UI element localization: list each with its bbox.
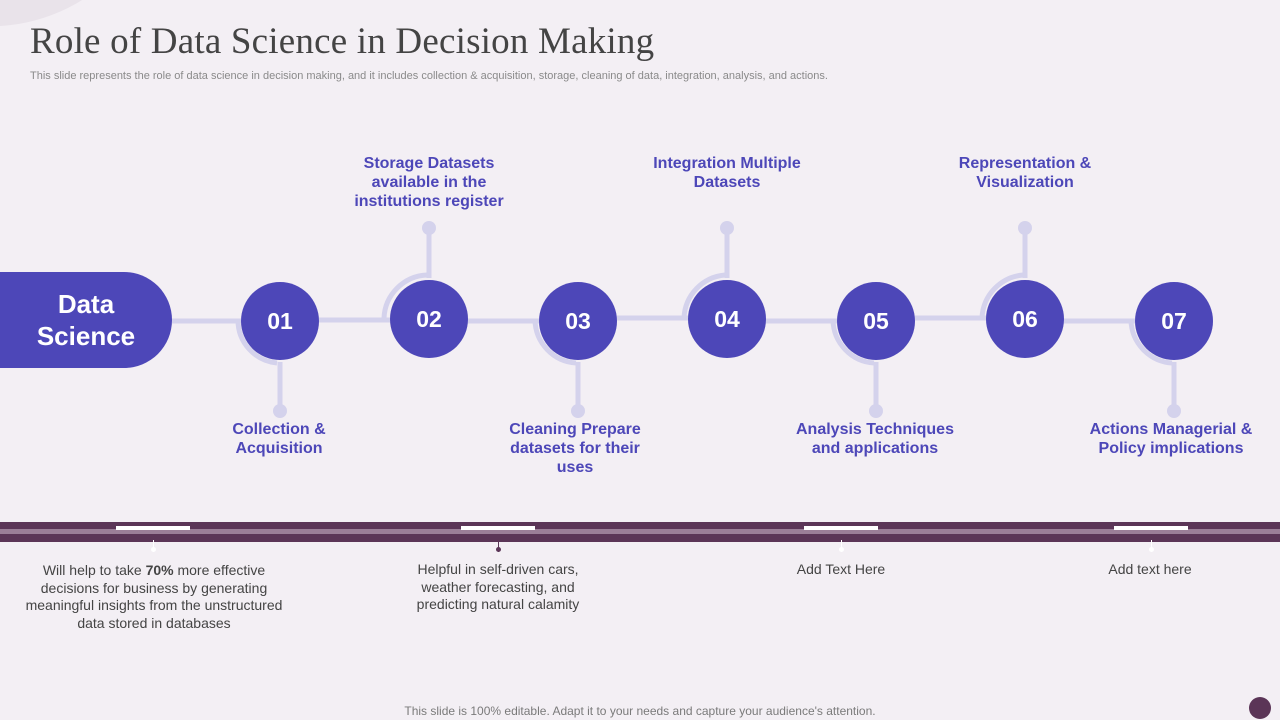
note-3: Add Text Here	[796, 561, 886, 577]
note-1-highlight: 70%	[145, 562, 174, 578]
band-stem-1	[153, 540, 154, 552]
slide-subtitle: This slide represents the role of data s…	[30, 70, 828, 82]
corner-dot	[1249, 697, 1271, 719]
step-label-01: Collection & Acquisition	[232, 421, 326, 457]
band-dot-1	[151, 547, 156, 552]
band-stem-2	[498, 540, 499, 552]
note-1-text-end: more effective decisions for business by…	[25, 562, 283, 631]
step-label-03: Cleaning Prepare datasets for their uses	[509, 421, 641, 476]
note-4: Add text here	[1108, 561, 1192, 577]
step-label-07: Actions Managerial & Policy implications	[1089, 421, 1253, 457]
step-circle-02: 02	[390, 280, 468, 358]
data-science-hub: Data Science	[0, 272, 172, 368]
step-circle-03: 03	[539, 282, 617, 360]
note-1-text-start: Will help to take	[42, 562, 146, 578]
step-circle-07: 07	[1135, 282, 1213, 360]
band-dot-3	[839, 547, 844, 552]
process-connector	[172, 221, 1181, 418]
band-marker-4	[1114, 526, 1188, 530]
step-label-02: Storage Datasets available in the instit…	[354, 155, 504, 210]
band-marker-3	[804, 526, 878, 530]
note-1: Will help to take 70% more effective dec…	[24, 562, 284, 632]
step-circle-06: 06	[986, 280, 1064, 358]
step-label-04: Integration Multiple Datasets	[653, 155, 801, 191]
step-circle-01: 01	[241, 282, 319, 360]
band-stem-4	[1151, 540, 1152, 552]
slide-title: Role of Data Science in Decision Making	[30, 21, 655, 62]
slide-footer: This slide is 100% editable. Adapt it to…	[404, 704, 876, 718]
step-label-05: Analysis Techniques and applications	[796, 421, 954, 457]
hub-label: Data Science	[36, 289, 136, 351]
band-dot-2	[496, 547, 501, 552]
step-label-06: Representation & Visualization	[958, 155, 1092, 191]
band-dot-4	[1149, 547, 1154, 552]
band-marker-1	[116, 526, 190, 530]
note-2: Helpful in self-driven cars, weather for…	[416, 561, 580, 612]
band-stem-3	[841, 540, 842, 552]
step-circle-05: 05	[837, 282, 915, 360]
timeline-band-stripe	[0, 529, 1280, 534]
band-marker-2	[461, 526, 535, 530]
step-circle-04: 04	[688, 280, 766, 358]
